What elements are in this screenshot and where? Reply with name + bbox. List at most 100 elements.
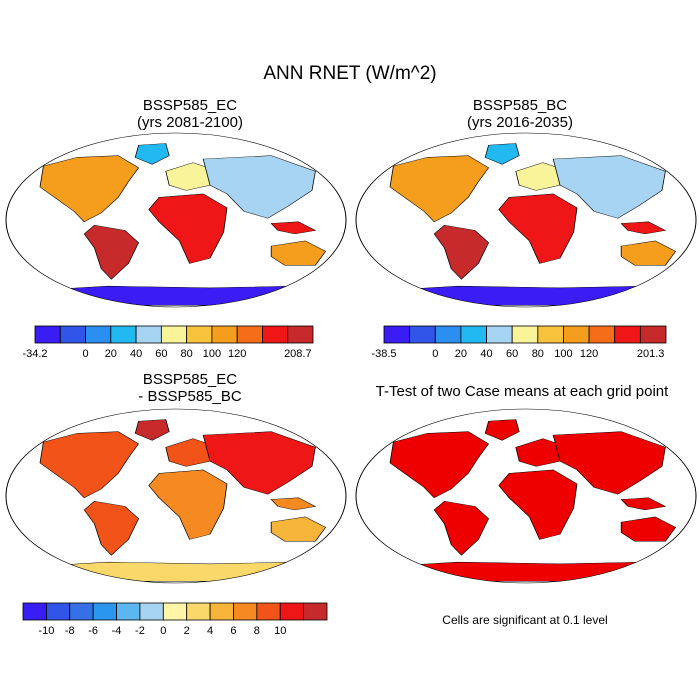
- colorbar-label: 4: [207, 625, 213, 637]
- colorbar-box: [22, 602, 47, 621]
- colorbar-label: 2: [184, 625, 190, 637]
- land-northAmerica: [389, 155, 490, 223]
- colorbar-label: -38.5: [371, 348, 396, 360]
- colorbar-box: [92, 602, 117, 621]
- land-seAsia: [620, 497, 667, 511]
- land-asia: [202, 155, 316, 219]
- land-australia: [620, 516, 677, 542]
- globe-outline: [355, 408, 697, 584]
- colorbar-label: 208.7: [284, 348, 312, 360]
- figure-title: ANN RNET (W/m^2): [263, 63, 437, 84]
- colorbar-box: [110, 325, 137, 344]
- colorbar-box: [588, 325, 616, 344]
- land-asia: [202, 431, 316, 495]
- map-panel-bc: [355, 132, 697, 308]
- colorbar-box: [256, 602, 281, 621]
- colorbar-box: [236, 325, 263, 344]
- land-greenland: [134, 143, 170, 165]
- colorbar-label: -4: [112, 625, 122, 637]
- colorbar-label: 8: [254, 625, 260, 637]
- colorbar-label: 40: [480, 348, 492, 360]
- panel-title-ttest: T-Test of two Case means at each grid po…: [375, 383, 669, 400]
- panel-title-bc: BSSP585_BC (yrs 2016-2035): [370, 97, 670, 131]
- colorbar-box: [85, 325, 112, 344]
- colorbar-box: [287, 325, 314, 344]
- colorbar-box: [460, 325, 487, 344]
- land-southAmerica: [433, 500, 490, 556]
- colorbar-ec: -34.2 0 20 40 60 80 100 120 208.7: [22, 325, 314, 360]
- colorbar-box: [160, 325, 188, 344]
- land-australia: [270, 516, 327, 542]
- land-seAsia: [270, 221, 317, 235]
- map-panel-difference: [5, 408, 347, 584]
- colorbar-difference: -10 -8 -6 -4 -2 0 2 4 6 8 10: [22, 602, 328, 637]
- colorbar-box: [614, 325, 641, 344]
- land-northAmerica: [389, 431, 490, 499]
- land-northAmerica: [39, 155, 140, 223]
- colorbar-box: [279, 602, 305, 621]
- colorbar-box: [383, 325, 411, 344]
- land-seAsia: [270, 497, 317, 511]
- colorbar-box: [537, 325, 564, 344]
- land-africa: [148, 193, 228, 264]
- colorbar-box: [409, 325, 436, 344]
- globe-outline: [355, 132, 697, 308]
- colorbar-box: [69, 602, 94, 621]
- land-antarctica: [18, 561, 334, 582]
- colorbar-box: [162, 602, 188, 621]
- colorbar-box: [211, 325, 238, 344]
- colorbar-box: [209, 602, 234, 621]
- land-southAmerica: [433, 224, 490, 280]
- land-northAmerica: [39, 431, 140, 499]
- land-australia: [620, 240, 677, 266]
- colorbar-label: -6: [88, 625, 98, 637]
- land-asia: [552, 155, 666, 219]
- colorbar-label: 0: [160, 625, 166, 637]
- colorbar-box: [233, 602, 258, 621]
- colorbar-box: [639, 325, 667, 344]
- colorbar-label: 10: [274, 625, 286, 637]
- panel-title-line1: BSSP585_BC: [472, 97, 568, 114]
- land-greenland: [484, 143, 520, 165]
- land-africa: [498, 193, 578, 264]
- colorbar-label: 100: [554, 348, 572, 360]
- colorbar-label: 120: [580, 348, 598, 360]
- colorbar-box: [303, 602, 328, 621]
- colorbar-label: 60: [155, 348, 167, 360]
- colorbar-label: 6: [230, 625, 236, 637]
- land-australia: [270, 240, 327, 266]
- colorbar-label: -2: [135, 625, 145, 637]
- panel-title-line2: (yrs 2081-2100): [137, 114, 243, 131]
- land-africa: [498, 469, 578, 540]
- land-greenland: [134, 419, 170, 441]
- land-seAsia: [620, 221, 667, 235]
- colorbar-bc: -38.5 0 20 40 60 80 100 120 201.3: [371, 325, 667, 360]
- colorbar-box: [186, 325, 213, 344]
- colorbar-box: [186, 602, 211, 621]
- panel-title-line2: (yrs 2016-2035): [467, 114, 573, 131]
- colorbar-box: [434, 325, 462, 344]
- land-antarctica: [18, 285, 334, 306]
- colorbar-box: [45, 602, 71, 621]
- colorbar-label: 80: [181, 348, 193, 360]
- colorbar-box: [139, 602, 164, 621]
- significance-note: Cells are significant at 0.1 level: [442, 613, 608, 627]
- colorbar-box: [116, 602, 141, 621]
- land-asia: [552, 431, 666, 495]
- panel-title-line1: BSSP585_EC: [142, 97, 238, 114]
- colorbar-label: 100: [203, 348, 221, 360]
- colorbar-box: [135, 325, 162, 344]
- colorbar-label: 0: [432, 348, 438, 360]
- colorbar-label: 120: [228, 348, 246, 360]
- map-panel-ec: [5, 132, 347, 308]
- colorbar-label: 80: [532, 348, 544, 360]
- colorbar-box: [262, 325, 289, 344]
- land-antarctica: [368, 561, 684, 582]
- land-antarctica: [368, 285, 684, 306]
- colorbar-label: 201.3: [637, 348, 665, 360]
- colorbar-label: 60: [506, 348, 518, 360]
- panel-title-line1: BSSP585_EC: [142, 371, 238, 388]
- panel-title-ec: BSSP585_EC (yrs 2081-2100): [40, 97, 340, 131]
- globe-outline: [5, 408, 347, 584]
